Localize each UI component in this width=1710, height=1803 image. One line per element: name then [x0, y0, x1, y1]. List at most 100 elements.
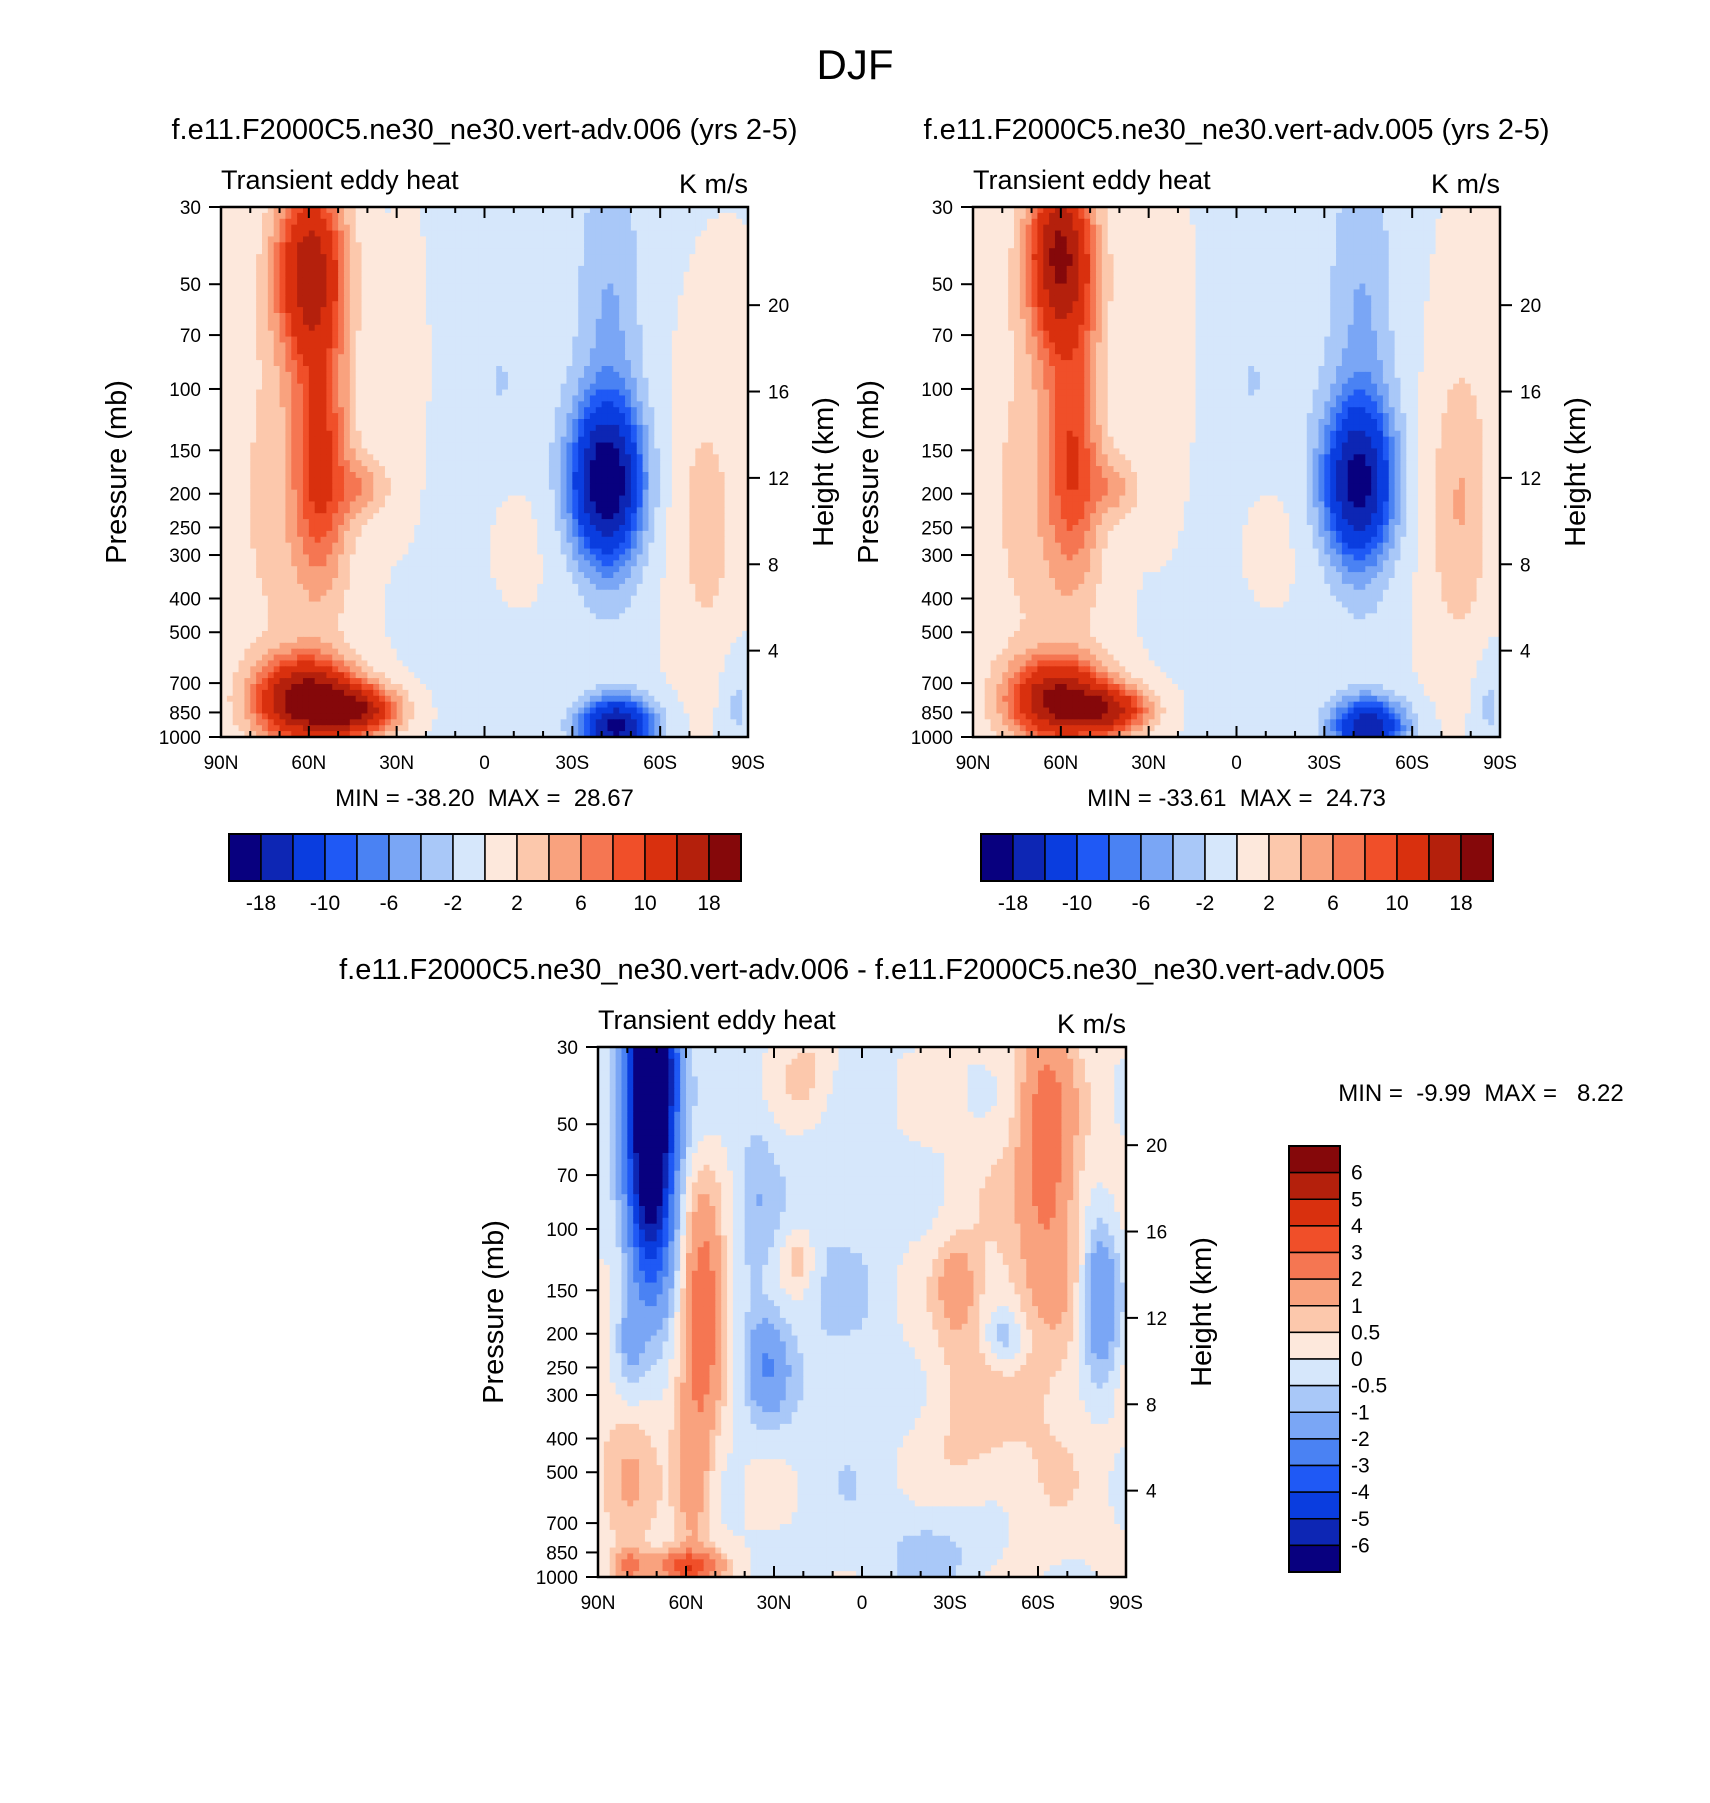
contour-cell — [578, 278, 584, 284]
contour-cell — [432, 342, 438, 348]
contour-cell — [321, 372, 327, 378]
contour-cell — [367, 413, 373, 419]
contour-cell — [473, 413, 479, 419]
contour-cell — [297, 278, 303, 284]
contour-cell — [695, 231, 701, 237]
contour-cell — [520, 407, 526, 413]
contour-cell — [385, 501, 391, 507]
contour-cell — [250, 519, 256, 525]
contour-cell — [719, 472, 725, 478]
contour-cell — [391, 490, 397, 496]
contour-cell — [485, 466, 491, 472]
contour-cell — [485, 366, 491, 372]
contour-cell — [227, 360, 233, 366]
contour-cell — [321, 472, 327, 478]
contour-cell — [420, 213, 426, 219]
contour-cell — [678, 213, 684, 219]
contour-cell — [590, 225, 596, 231]
contour-cell — [350, 525, 356, 531]
contour-cell — [426, 231, 432, 237]
contour-cell — [543, 478, 549, 484]
contour-cell — [303, 496, 309, 502]
contour-cell — [420, 466, 426, 472]
contour-cell — [666, 460, 672, 466]
contour-cell — [444, 443, 450, 449]
contour-cell — [461, 490, 467, 496]
contour-cell — [367, 236, 373, 242]
contour-cell — [297, 425, 303, 431]
contour-cell — [291, 266, 297, 272]
contour-cell — [321, 531, 327, 537]
contour-cell — [666, 437, 672, 443]
contour-cell — [549, 507, 555, 513]
contour-cell — [695, 437, 701, 443]
contour-cell — [262, 366, 268, 372]
contour-cell — [637, 460, 643, 466]
contour-cell — [338, 301, 344, 307]
contour-cell — [438, 513, 444, 519]
contour-cell — [707, 390, 713, 396]
contour-cell — [537, 390, 543, 396]
contour-cell — [479, 301, 485, 307]
contour-cell — [572, 490, 578, 496]
contour-cell — [719, 513, 725, 519]
contour-cell — [514, 301, 520, 307]
contour-cell — [274, 366, 280, 372]
contour-cell — [332, 519, 338, 525]
contour-cell — [502, 478, 508, 484]
contour-cell — [678, 260, 684, 266]
contour-cell — [479, 319, 485, 325]
contour-cell — [496, 525, 502, 531]
contour-cell — [689, 348, 695, 354]
contour-cell — [309, 236, 315, 242]
contour-cell — [566, 413, 572, 419]
contour-cell — [303, 360, 309, 366]
contour-cell — [332, 342, 338, 348]
contour-cell — [274, 319, 280, 325]
contour-cell — [502, 366, 508, 372]
contour-cell — [596, 219, 602, 225]
contour-cell — [385, 513, 391, 519]
contour-cell — [713, 289, 719, 295]
contour-cell — [602, 384, 608, 390]
contour-cell — [537, 519, 543, 525]
contour-cell — [408, 425, 414, 431]
contour-cell — [432, 513, 438, 519]
contour-cell — [549, 266, 555, 272]
contour-cell — [268, 466, 274, 472]
contour-cell — [373, 425, 379, 431]
contour-cell — [602, 390, 608, 396]
contour-cell — [408, 437, 414, 443]
contour-cell — [578, 519, 584, 525]
contour-cell — [602, 354, 608, 360]
contour-cell — [444, 236, 450, 242]
contour-cell — [227, 213, 233, 219]
contour-cell — [244, 437, 250, 443]
contour-cell — [485, 472, 491, 478]
contour-cell — [297, 295, 303, 301]
contour-cell — [566, 431, 572, 437]
contour-cell — [321, 395, 327, 401]
contour-cell — [684, 431, 690, 437]
contour-cell — [285, 236, 291, 242]
contour-cell — [321, 225, 327, 231]
contour-cell — [338, 307, 344, 313]
contour-cell — [643, 407, 649, 413]
contour-cell — [730, 466, 736, 472]
contour-cell — [244, 525, 250, 531]
contour-cell — [303, 472, 309, 478]
contour-cell — [725, 519, 731, 525]
contour-cell — [648, 325, 654, 331]
contour-cell — [268, 231, 274, 237]
contour-cell — [660, 507, 666, 513]
contour-cell — [578, 478, 584, 484]
contour-cell — [297, 478, 303, 484]
contour-cell — [666, 395, 672, 401]
contour-cell — [280, 272, 286, 278]
contour-cell — [461, 348, 467, 354]
contour-cell — [684, 307, 690, 313]
contour-cell — [250, 360, 256, 366]
contour-cell — [496, 507, 502, 513]
contour-cell — [672, 443, 678, 449]
contour-cell — [660, 266, 666, 272]
